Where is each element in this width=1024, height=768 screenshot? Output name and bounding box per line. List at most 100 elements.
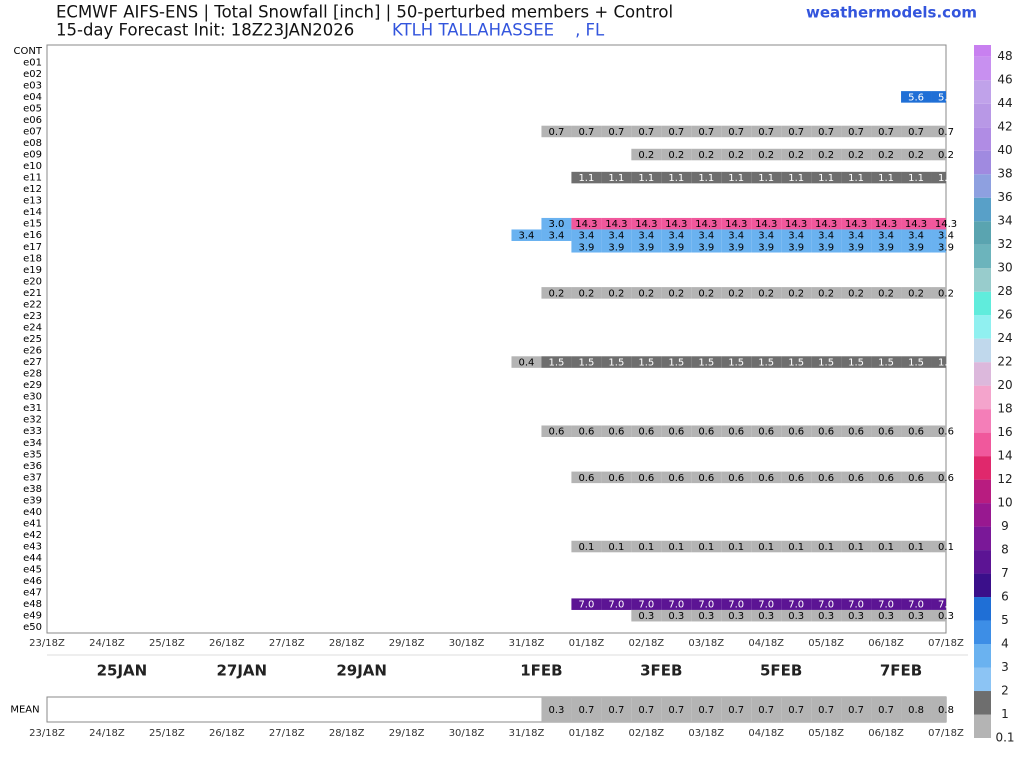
cell-label: 0.7 — [788, 705, 804, 716]
cell-label: 0.2 — [818, 150, 834, 161]
row-label: e38 — [23, 484, 42, 495]
x-tick-label: 03/18Z — [688, 638, 724, 649]
row-label: e36 — [23, 461, 42, 472]
cell — [931, 598, 946, 610]
cell — [751, 598, 782, 610]
colorbar-segment — [974, 221, 991, 245]
row-label: e45 — [23, 565, 42, 576]
cell-label: 0.7 — [608, 127, 624, 138]
cell — [871, 229, 902, 241]
cell — [631, 171, 662, 184]
cell — [691, 287, 722, 299]
cell — [931, 171, 946, 184]
colorbar-label: 3 — [1001, 660, 1009, 674]
cell — [931, 356, 946, 368]
colorbar-label: 1 — [1001, 707, 1009, 721]
row-label: e28 — [23, 369, 42, 380]
cell-label: 0.3 — [638, 611, 654, 622]
row-label: e13 — [23, 196, 42, 207]
colorbar-segment — [974, 362, 991, 386]
colorbar-segment — [974, 550, 991, 574]
cell-label: 0.6 — [878, 473, 894, 484]
cell — [871, 697, 902, 722]
cell-label: 7.0 — [908, 600, 924, 611]
colorbar-label: 4 — [1001, 637, 1009, 651]
cell-label: 3.9 — [788, 242, 804, 253]
cell-label: 0.7 — [578, 127, 594, 138]
cell-label: 0.6 — [878, 427, 894, 438]
cell-label: 0.7 — [638, 705, 654, 716]
cell — [661, 425, 692, 437]
cell — [841, 217, 872, 230]
cell-label: 14.3 — [935, 219, 957, 230]
cell — [901, 598, 932, 610]
cell-label: 0.1 — [668, 542, 684, 553]
cell-label: 3.9 — [908, 242, 924, 253]
row-label: e05 — [23, 103, 42, 114]
cell-label: 7.0 — [848, 600, 864, 611]
cell-label: 3.9 — [638, 242, 654, 253]
cell — [931, 91, 946, 103]
cell-label: 0.7 — [908, 127, 924, 138]
row-label: e33 — [23, 426, 42, 437]
colorbar-segment — [974, 174, 991, 198]
cell-label: 0.6 — [908, 473, 924, 484]
cell-label: 3.4 — [878, 231, 894, 242]
cell-label: 0.2 — [548, 288, 564, 299]
cell-label: 3.9 — [608, 242, 624, 253]
x-tick-label-bottom: 04/18Z — [748, 728, 784, 739]
cell-label: 0.6 — [818, 473, 834, 484]
cell-label: 0.2 — [698, 150, 714, 161]
row-label: e34 — [23, 438, 42, 449]
cell-label: 0.4 — [519, 358, 535, 369]
colorbar-segment — [974, 526, 991, 551]
colorbar-segment — [974, 80, 991, 104]
date-label: 5FEB — [760, 662, 802, 680]
cell-label: 0.2 — [908, 288, 924, 299]
date-label: 27JAN — [216, 662, 267, 680]
cell — [751, 148, 782, 161]
cell — [841, 609, 872, 622]
row-label: e31 — [23, 403, 42, 414]
cell-label: 1.1 — [608, 173, 624, 184]
cell — [511, 229, 542, 241]
cell-label: 1.5 — [638, 358, 654, 369]
cell — [541, 356, 572, 368]
cell — [781, 241, 812, 253]
cell — [901, 148, 932, 161]
cell-label: 3.9 — [668, 242, 684, 253]
cell — [841, 125, 872, 138]
cell — [661, 125, 692, 138]
row-label: e42 — [23, 530, 42, 541]
date-label: 25JAN — [97, 662, 148, 680]
cell — [781, 425, 812, 437]
cell-label: 1.1 — [698, 173, 714, 184]
cell — [571, 598, 602, 610]
cell-label: 3.4 — [519, 231, 535, 242]
location: KTLH TALLAHASSEE , FL — [392, 21, 605, 40]
cell-label: 0.2 — [938, 288, 954, 299]
cell-label: 3.4 — [608, 231, 624, 242]
cell — [721, 171, 752, 184]
cell-label: 14.3 — [605, 219, 627, 230]
cell-label: 3.4 — [848, 231, 864, 242]
cell-label: 3.9 — [848, 242, 864, 253]
cell — [571, 471, 602, 484]
cell-label: 14.3 — [695, 219, 717, 230]
cell-label: 0.8 — [908, 705, 924, 716]
x-tick-label-bottom: 28/18Z — [329, 728, 365, 739]
cell — [721, 241, 752, 253]
cell — [631, 356, 662, 368]
cell — [721, 287, 752, 299]
row-label: e22 — [23, 299, 42, 310]
cell — [931, 471, 946, 484]
cell-label: 7.0 — [818, 600, 834, 611]
cell-label: 0.7 — [878, 705, 894, 716]
cell — [601, 598, 632, 610]
cell — [571, 241, 602, 253]
x-tick-label: 02/18Z — [628, 638, 664, 649]
cell — [841, 540, 872, 553]
x-tick-label: 26/18Z — [209, 638, 245, 649]
cell — [631, 217, 662, 230]
cell-label: 3.4 — [938, 231, 954, 242]
